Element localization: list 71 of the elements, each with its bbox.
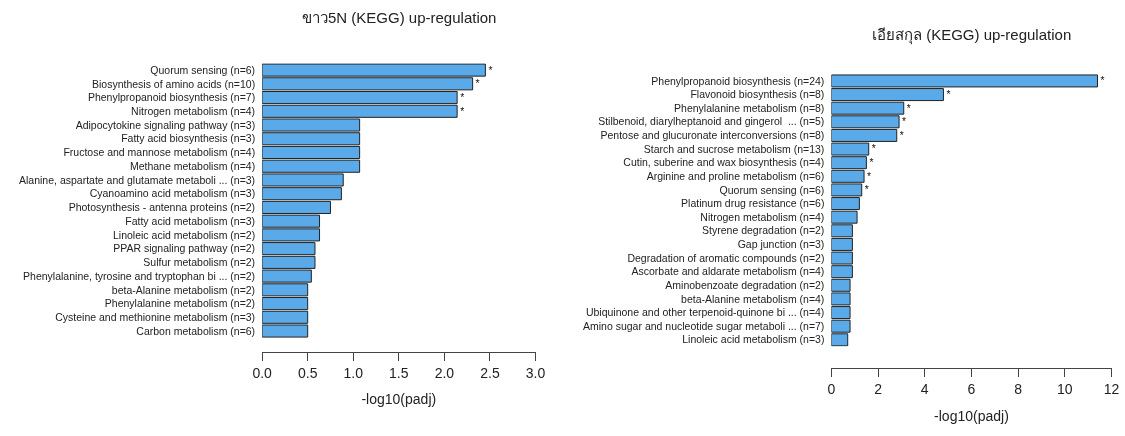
x-tick-label: 0.0	[252, 364, 273, 381]
y-tick-label: Linoleic acid metabolism (n=3)	[682, 333, 825, 346]
y-tick-label: Degradation of aromatic compounds (n=2)	[627, 251, 825, 264]
y-tick-label: Quorum sensing (n=6)	[719, 183, 825, 196]
chart-title: ขาว5N (KEGG) up-regulation	[302, 9, 497, 26]
y-tick-label: beta-Alanine metabolism (n=2)	[111, 283, 256, 296]
y-tick-label: Phenylalanine, tyrosine and tryptophan bi ... (n=2)	[23, 269, 256, 282]
x-tick-label: 3.0	[525, 364, 546, 381]
x-tick-label: 12	[1103, 381, 1120, 398]
data-label: *	[475, 78, 480, 90]
data-label: *	[869, 157, 874, 169]
x-axis-title: -log10(padj)	[361, 390, 437, 407]
y-tick-label: Platinum drug resistance (n=6)	[681, 197, 825, 210]
y-tick-label: Linoleic acid metabolism (n=2)	[113, 228, 256, 241]
y-tick-label: Photosynthesis - antenna proteins (n=2)	[68, 201, 256, 214]
y-tick-label: Phenylpropanoid biosynthesis (n=24)	[651, 74, 825, 87]
y-tick-label: Phenylalanine metabolism (n=8)	[674, 101, 825, 114]
y-tick-label: Cyanoamino acid metabolism (n=3)	[89, 187, 256, 200]
x-tick-label: 2	[874, 381, 883, 398]
y-tick-label: Cutin, suberine and wax biosynthesis (n=4)	[623, 156, 825, 169]
y-tick-label: Adipocytokine signaling pathway (n=3)	[75, 118, 256, 131]
y-tick-label: Fructose and mannose metabolism (n=4)	[63, 146, 256, 159]
y-tick-label: Nitrogen metabolism (n=4)	[700, 210, 825, 223]
y-tick-label: Alanine, aspartate and glutamate metaboli ... (n=3)	[19, 173, 256, 186]
chart-title: เอียสกุล (KEGG) up-regulation	[872, 26, 1072, 45]
x-tick-label: 1.5	[389, 364, 409, 381]
data-label: *	[871, 143, 876, 155]
y-tick-label: Starch and sucrose metabolism (n=13)	[643, 142, 825, 155]
x-tick-label: 6	[967, 381, 976, 398]
x-axis-title: -log10(padj)	[934, 407, 1009, 424]
x-tick-label: 8	[1014, 381, 1023, 398]
y-tick-label: Fatty acid metabolism (n=3)	[125, 214, 256, 227]
y-tick-label: Sulfur metabolism (n=2)	[143, 256, 256, 269]
y-tick-label: Ascorbate and aldarate metabolism (n=4)	[631, 265, 825, 278]
y-tick-label: Styrene degradation (n=2)	[702, 224, 825, 237]
data-label: *	[867, 170, 872, 182]
y-tick-label: Phenylpropanoid biosynthesis (n=7)	[87, 91, 256, 104]
y-tick-label: Gap junction (n=3)	[737, 238, 825, 251]
y-tick-label: Ubiquinone and other terpenoid-quinone bi ... (n=4)	[585, 306, 825, 319]
y-tick-label: Fatty acid biosynthesis (n=3)	[121, 132, 256, 145]
x-tick-label: 10	[1057, 381, 1073, 398]
y-tick-label: PPAR signaling pathway (n=2)	[113, 242, 256, 255]
y-tick-label: Biosynthesis of amino acids (n=10)	[92, 77, 256, 90]
data-label: *	[906, 102, 911, 114]
y-tick-label: Quorum sensing (n=6)	[150, 63, 256, 76]
y-tick-label: Amino sugar and nucleotide sugar metaboli ... (n=7)	[583, 319, 825, 332]
y-tick-label: Stilbenoid, diarylheptanoid and gingerol ... (n=5)	[598, 115, 825, 128]
x-tick-label: 0	[827, 381, 836, 398]
x-tick-label: 2.5	[480, 364, 500, 381]
y-tick-label: Carbon metabolism (n=6)	[136, 324, 256, 337]
y-tick-label: Flavonoid biosynthesis (n=8)	[690, 88, 825, 101]
data-label: *	[460, 92, 465, 104]
x-tick-label: 4	[920, 381, 929, 398]
y-tick-label: Aminobenzoate degradation (n=2)	[665, 278, 825, 291]
y-tick-label: Pentose and glucuronate interconversions (n=8)	[600, 129, 825, 142]
y-tick-label: Methane metabolism (n=4)	[129, 159, 256, 172]
x-tick-label: 2.0	[434, 364, 455, 381]
data-label: *	[864, 184, 869, 196]
data-label: *	[460, 105, 465, 117]
y-tick-label: Phenylalanine metabolism (n=2)	[104, 297, 256, 310]
data-label: *	[1100, 75, 1105, 87]
data-label: *	[946, 88, 951, 100]
y-tick-label: Cysteine and methionine metabolism (n=3)	[55, 310, 256, 323]
x-tick-label: 1.0	[343, 364, 364, 381]
x-tick-label: 0.5	[297, 364, 318, 381]
y-tick-label: Arginine and proline metabolism (n=6)	[646, 169, 825, 182]
data-label: *	[902, 116, 907, 128]
data-label: *	[488, 64, 493, 76]
y-tick-label: beta-Alanine metabolism (n=4)	[681, 292, 825, 305]
y-tick-label: Nitrogen metabolism (n=4)	[131, 104, 256, 117]
data-label: *	[899, 129, 904, 141]
